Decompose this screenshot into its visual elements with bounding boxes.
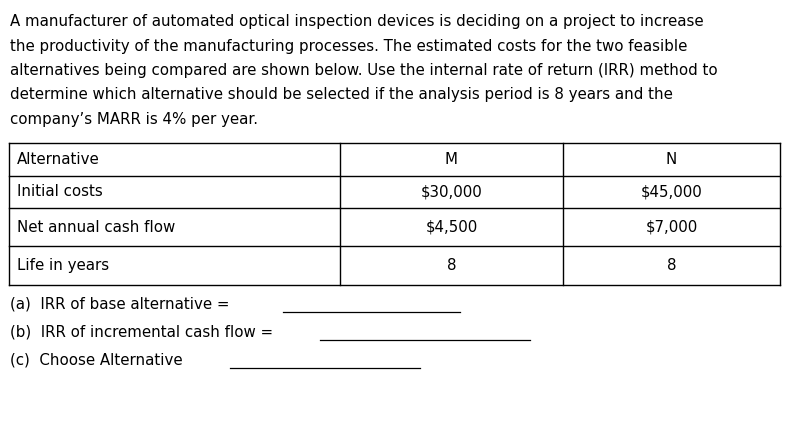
- Text: alternatives being compared are shown below. Use the internal rate of return (IR: alternatives being compared are shown be…: [10, 63, 717, 78]
- Text: determine which alternative should be selected if the analysis period is 8 years: determine which alternative should be se…: [10, 87, 673, 103]
- Text: A manufacturer of automated optical inspection devices is deciding on a project : A manufacturer of automated optical insp…: [10, 14, 704, 29]
- Text: $45,000: $45,000: [641, 184, 702, 200]
- Text: Initial costs: Initial costs: [17, 184, 103, 200]
- Text: $7,000: $7,000: [645, 219, 698, 235]
- Text: 8: 8: [447, 258, 456, 273]
- Text: N: N: [666, 152, 677, 167]
- Text: $30,000: $30,000: [421, 184, 483, 200]
- Text: Life in years: Life in years: [17, 258, 109, 273]
- Text: Alternative: Alternative: [17, 152, 100, 167]
- Text: 8: 8: [667, 258, 676, 273]
- Text: (c)  Choose Alternative: (c) Choose Alternative: [10, 352, 183, 368]
- Text: (a)  IRR of base alternative =: (a) IRR of base alternative =: [10, 297, 229, 311]
- Text: company’s MARR is 4% per year.: company’s MARR is 4% per year.: [10, 112, 258, 127]
- Text: Net annual cash flow: Net annual cash flow: [17, 219, 176, 235]
- Text: $4,500: $4,500: [426, 219, 478, 235]
- Text: the productivity of the manufacturing processes. The estimated costs for the two: the productivity of the manufacturing pr…: [10, 38, 687, 54]
- Text: M: M: [445, 152, 458, 167]
- Text: (b)  IRR of incremental cash flow =: (b) IRR of incremental cash flow =: [10, 325, 273, 340]
